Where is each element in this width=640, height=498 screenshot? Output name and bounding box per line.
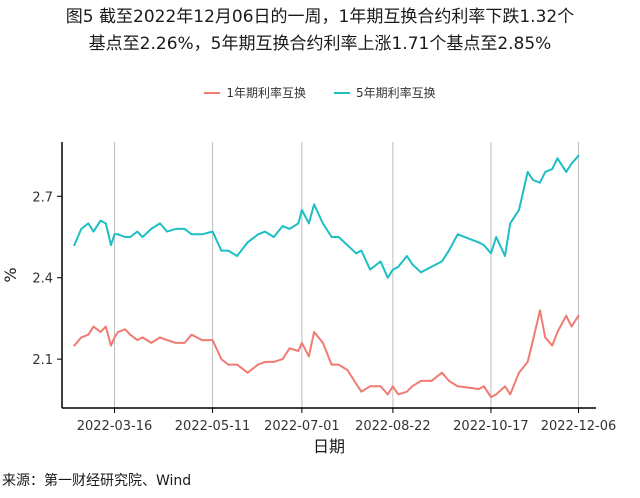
- x-tick-label: 2022-07-01: [264, 419, 340, 434]
- chart-title-line-1: 图5 截至2022年12月06日的一周，1年期互换合约利率下跌1.32个: [65, 7, 575, 27]
- legend-swatch-1y: [204, 91, 221, 94]
- chart-title: 图5 截至2022年12月06日的一周，1年期互换合约利率下跌1.32个 基点至…: [0, 4, 640, 58]
- legend-label-5y: 5年期利率互换: [356, 86, 436, 100]
- x-tick-label: 2022-10-17: [453, 419, 529, 434]
- series-line-1y: [73, 309, 580, 399]
- legend-item-1y: 1年期利率互换: [204, 84, 306, 101]
- legend-swatch-5y: [334, 91, 350, 94]
- y-tick-label: 2.7: [32, 190, 53, 205]
- legend-label-1y: 1年期利率互换: [226, 86, 306, 100]
- y-axis-title: %: [1, 267, 20, 282]
- source-note: 来源：第一财经研究院、Wind: [2, 473, 192, 489]
- x-axis-title: 日期: [313, 437, 345, 456]
- x-tick-label: 2022-03-16: [77, 419, 153, 434]
- y-tick-label: 2.1: [32, 353, 53, 368]
- legend: 1年期利率互换 5年期利率互换: [0, 84, 640, 101]
- y-tick-label: 2.4: [32, 272, 53, 287]
- x-tick-label: 2022-12-06: [541, 419, 617, 434]
- chart-title-line-2: 基点至2.26%，5年期互换合约利率上涨1.71个基点至2.85%: [88, 34, 552, 54]
- legend-item-5y: 5年期利率互换: [334, 84, 436, 101]
- series-line-5y: [73, 154, 580, 279]
- x-tick-label: 2022-05-11: [175, 419, 251, 434]
- x-tick-label: 2022-08-22: [355, 419, 431, 434]
